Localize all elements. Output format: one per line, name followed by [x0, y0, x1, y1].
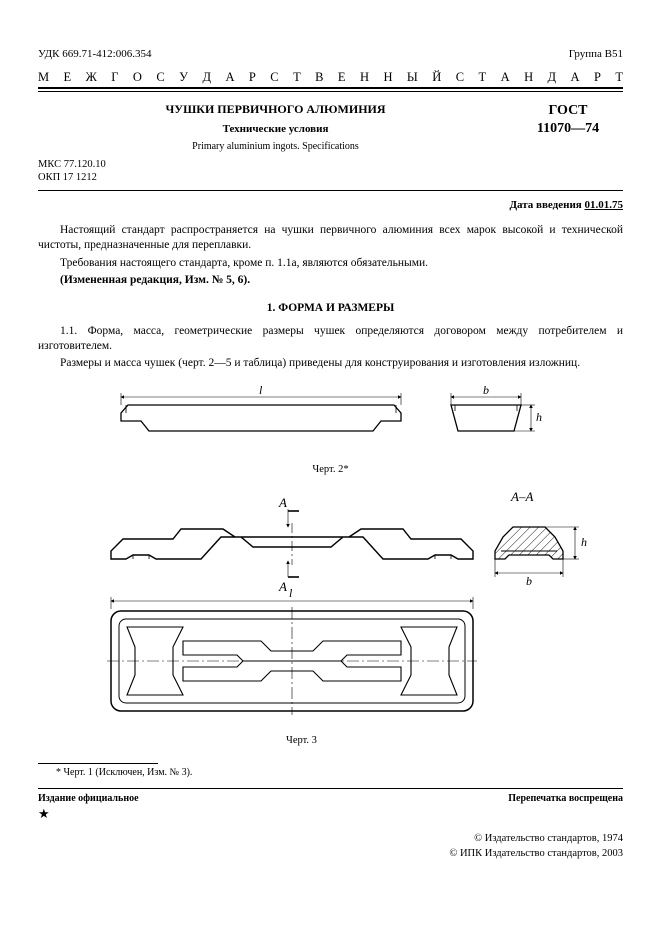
interstate-standard-title: М Е Ж Г О С У Д А Р С Т В Е Н Н Ы Й С Т … [38, 70, 623, 85]
standard-title-ru: ЧУШКИ ПЕРВИЧНОГО АЛЮМИНИЯ [38, 102, 513, 117]
mkc-code: МКС 77.120.10 [38, 158, 623, 171]
dim-label-l: l [289, 586, 293, 600]
gost-number: ГОСТ 11070—74 [513, 102, 623, 137]
section-heading: 1. ФОРМА И РАЗМЕРЫ [38, 302, 623, 314]
figure-3-caption-svg: Черт. 3 [286, 735, 317, 746]
thin-rule [38, 91, 623, 92]
bottom-rule [38, 788, 623, 789]
effective-date-value: 01.01.75 [585, 199, 624, 211]
star-icon: ★ [38, 806, 50, 822]
body-paragraph: Настоящий стандарт распространяется на ч… [38, 223, 623, 253]
dim-label-b: b [526, 574, 532, 588]
figure-3: А–А A A [38, 485, 623, 755]
heavy-rule [38, 87, 623, 89]
gost-label: ГОСТ [513, 102, 623, 120]
edition-official: Издание официальное [38, 793, 139, 804]
gost-code: 11070—74 [513, 120, 623, 138]
copyright-line: © ИПК Издательство стандартов, 2003 [38, 847, 623, 861]
figure-2: l b h Черт. 2* [38, 373, 623, 475]
body-paragraph: 1.1. Форма, масса, геометрические размер… [38, 324, 623, 354]
section-arrow-label: A [278, 495, 287, 510]
dim-label-l: l [259, 383, 263, 397]
standard-title-en: Primary aluminium ingots. Specifications [38, 141, 513, 152]
figure-2-caption: Черт. 2* [38, 464, 623, 475]
body-paragraph: Размеры и масса чушек (черт. 2—5 и табли… [38, 356, 623, 371]
body-paragraph: (Измененная редакция, Изм. № 5, 6). [38, 273, 623, 288]
reprint-forbidden: Перепечатка воспрещена [508, 793, 623, 804]
section-arrow-label: A [278, 579, 287, 594]
body-paragraph: Требования настоящего стандарта, кроме п… [38, 256, 623, 271]
dim-label-h: h [581, 535, 587, 549]
dim-label-b: b [483, 383, 489, 397]
footnote-rule [38, 763, 158, 764]
copyright-line: © Издательство стандартов, 1974 [38, 832, 623, 846]
group-code: Группа В51 [569, 48, 623, 60]
udc-code: УДК 669.71-412:006.354 [38, 48, 152, 60]
effective-date: Дата введения 01.01.75 [38, 199, 623, 211]
effective-date-label: Дата введения [509, 199, 584, 211]
divider-rule [38, 190, 623, 191]
standard-subtitle: Технические условия [38, 123, 513, 135]
footnote-text: * Черт. 1 (Исключен, Изм. № 3). [38, 767, 623, 778]
okp-code: ОКП 17 1212 [38, 171, 623, 184]
dim-label-h: h [536, 410, 542, 424]
section-label: А–А [510, 489, 533, 504]
